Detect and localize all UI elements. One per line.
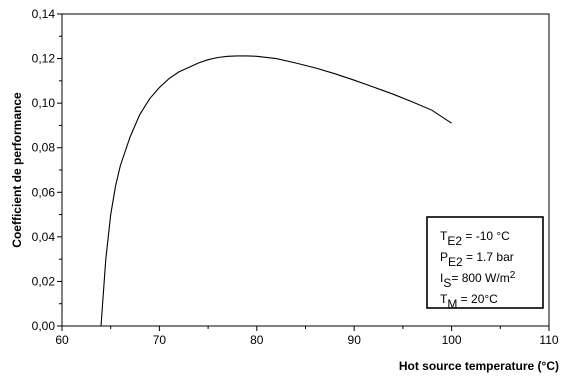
x-tick-label: 90 (348, 333, 362, 347)
legend-entry: IS= 800 W/m2 (440, 270, 516, 290)
y-tick-label: 0,00 (32, 319, 56, 333)
axis-tick-labels: 60 70 80 90 100 110 0,00 0,02 0,04 0,06 0,08 0,10 0,… (32, 7, 559, 347)
cop-curve (100, 55, 452, 327)
legend-box (426, 216, 544, 309)
axis-ticks (57, 13, 550, 331)
x-tick-label: 60 (55, 333, 69, 347)
y-tick-label: 0,02 (32, 274, 56, 288)
y-tick-label: 0,10 (32, 96, 56, 110)
y-tick-label: 0,14 (32, 7, 56, 21)
y-tick-label: 0,12 (32, 52, 56, 66)
y-tick-label: 0,06 (32, 185, 56, 199)
x-tick-label: 80 (250, 333, 264, 347)
y-axis-title: Coefficient de performance (10, 92, 24, 248)
y-tick-label: 0,08 (32, 141, 56, 155)
legend-entry: TE2 = -10 °C (440, 229, 510, 248)
x-tick-label: 110 (539, 333, 558, 347)
legend-entry: PE2 = 1.7 bar (440, 250, 514, 269)
y-tick-label: 0,04 (32, 230, 56, 244)
legend-entry: TM = 20°C (440, 292, 498, 311)
x-tick-label: 100 (442, 333, 462, 347)
x-axis-title: Hot source temperature (°C) (399, 359, 559, 373)
x-tick-label: 70 (153, 333, 167, 347)
